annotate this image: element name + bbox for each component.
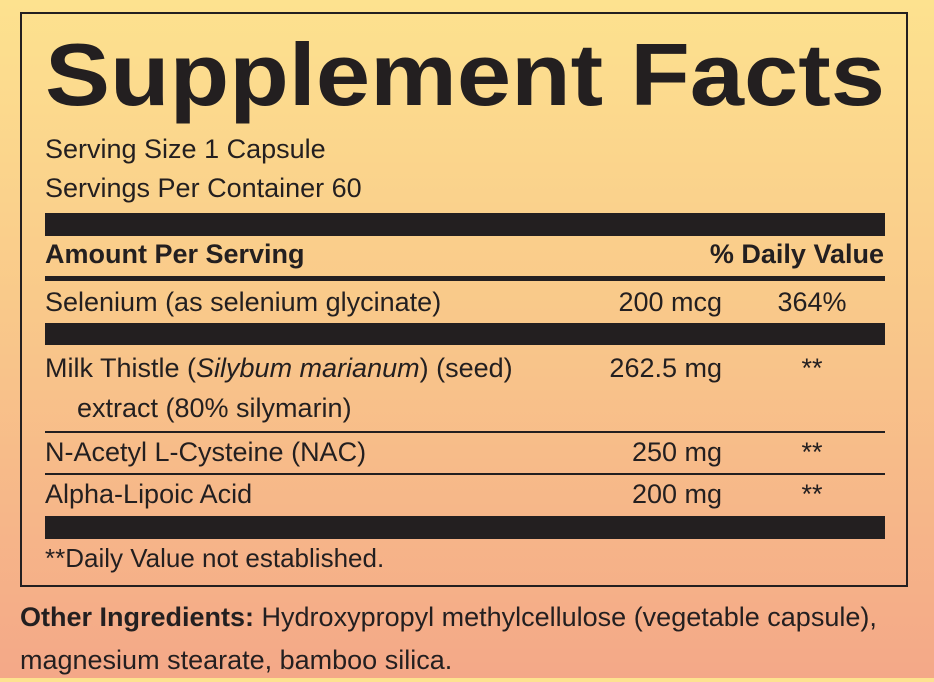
- name-part: ) (seed): [419, 353, 513, 383]
- serving-size: Serving Size 1 Capsule: [45, 134, 326, 164]
- footnote: **Daily Value not established.: [45, 543, 385, 573]
- thick-rule: [45, 516, 885, 539]
- name-part: Milk Thistle (: [45, 353, 197, 383]
- row-name-line2: extract (80% silymarin): [77, 393, 352, 423]
- header-daily-value: % Daily Value: [709, 239, 884, 269]
- thin-rule: [45, 473, 885, 475]
- row-daily-value: **: [801, 353, 823, 383]
- thick-rule: [45, 213, 885, 236]
- thin-rule: [45, 431, 885, 433]
- other-ingredients-text: Hydroxypropyl methylcellulose (vegetable…: [20, 602, 877, 675]
- row-amount: 250 mg: [631, 437, 722, 467]
- title-area: Supplement Facts: [45, 25, 885, 124]
- row-name: N-Acetyl L-Cysteine (NAC): [45, 437, 367, 467]
- row-daily-value: **: [801, 479, 823, 509]
- row-daily-value: 364%: [777, 287, 847, 317]
- thick-rule: [45, 323, 885, 345]
- facts-panel: [20, 12, 908, 587]
- row-name: Selenium (as selenium glycinate): [45, 287, 442, 317]
- other-ingredients: Other Ingredients: Hydroxypropyl methylc…: [20, 596, 920, 682]
- row-daily-value: **: [801, 437, 823, 467]
- servings-per-container: Servings Per Container 60: [45, 173, 362, 203]
- rule: [45, 276, 885, 281]
- row-amount: 200 mcg: [618, 287, 722, 317]
- other-ingredients-label: Other Ingredients:: [20, 602, 255, 632]
- row-amount: 200 mg: [631, 479, 722, 509]
- header-amount: Amount Per Serving: [45, 239, 305, 269]
- name-part: Silybum marianum: [196, 353, 420, 383]
- row-amount: 262.5 mg: [609, 353, 722, 383]
- row-name: Milk Thistle (Silybum marianum) (seed): [45, 352, 513, 384]
- row-name: Alpha-Lipoic Acid: [45, 479, 253, 509]
- title: Supplement Facts: [45, 25, 885, 124]
